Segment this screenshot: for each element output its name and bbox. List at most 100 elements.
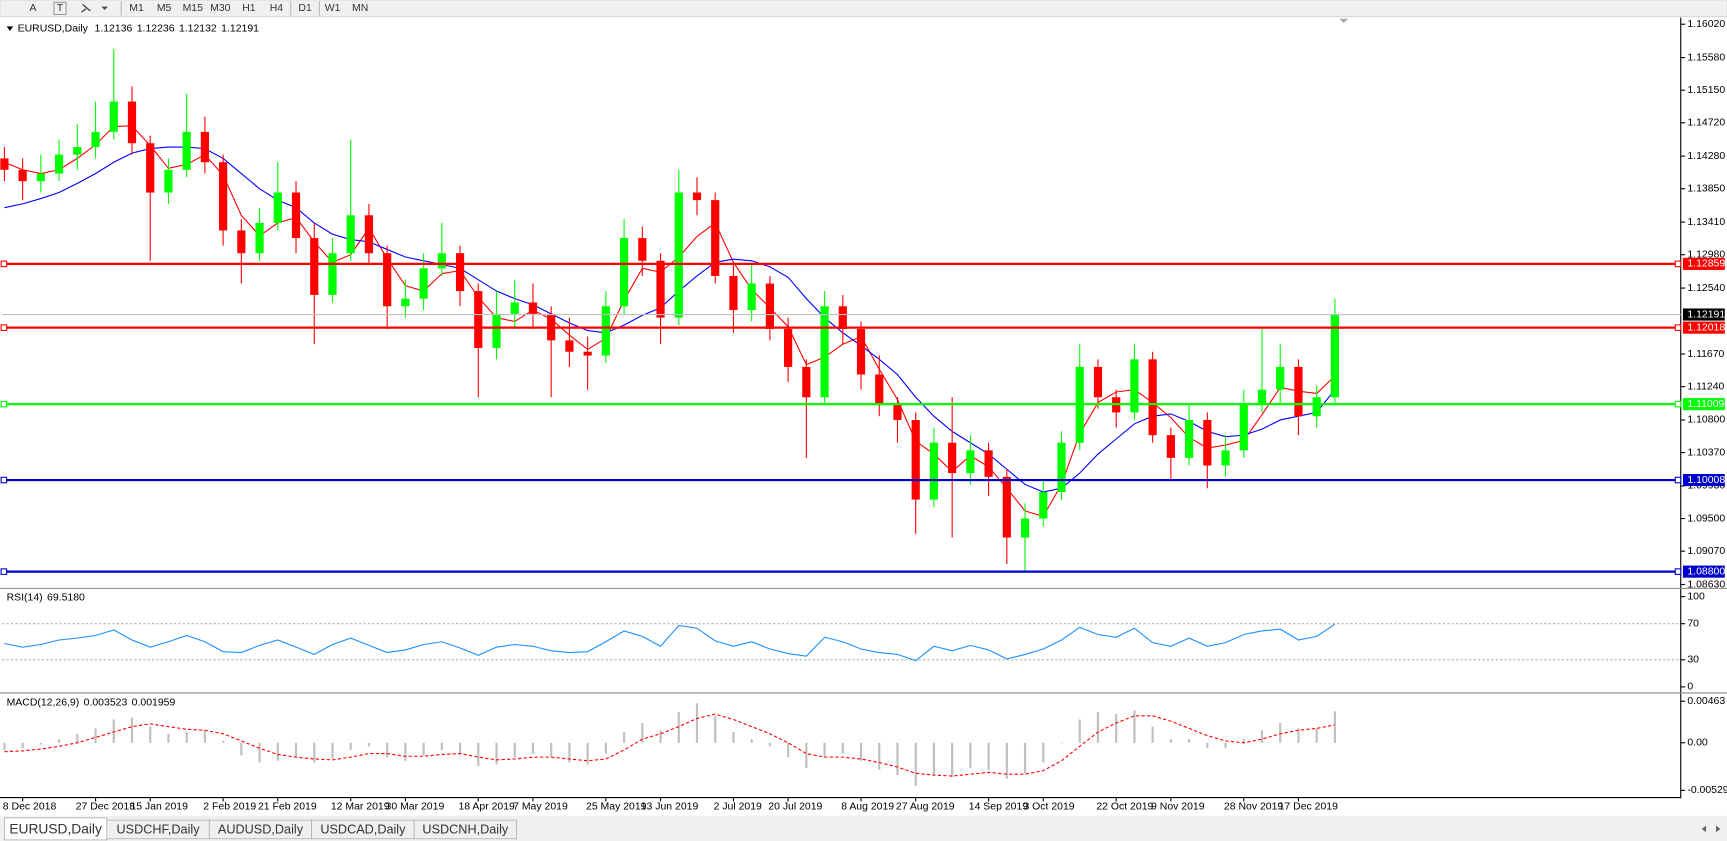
macd-histogram-bar (458, 742, 462, 754)
candle-body (291, 192, 301, 239)
level-handle (1674, 324, 1682, 331)
tool-icon[interactable] (81, 3, 91, 13)
level-price-box (1682, 473, 1725, 487)
candle-body (383, 253, 392, 307)
tool-text[interactable]: A (30, 3, 37, 14)
candle-body (18, 169, 27, 182)
macd-histogram-bar (695, 703, 699, 743)
level-price-label: 1.08800 (1687, 566, 1725, 577)
macd-main-value: 0.003523 (84, 697, 128, 708)
level-handle (1674, 260, 1682, 268)
macd-histogram-bar (951, 742, 954, 777)
candle-body (638, 238, 647, 261)
candle-body (419, 268, 428, 299)
macd-histogram-bar (659, 730, 662, 743)
macd-histogram-bar (641, 723, 644, 743)
level-handle (1674, 400, 1682, 408)
candle-body (565, 340, 574, 352)
symbol-tab-label[interactable]: USDCHF,Daily (117, 822, 201, 836)
rsi-title: RSI(14) (7, 592, 43, 603)
x-tick-label: 17 Dec 2019 (1279, 802, 1338, 813)
symbol-tab-label[interactable]: AUDUSD,Daily (218, 822, 304, 836)
candle-body (127, 101, 137, 144)
macd-histogram-bar (732, 732, 735, 743)
level-price-box (1682, 565, 1725, 578)
y-tick-label: 1.16020 (1687, 19, 1725, 30)
candle-body (1166, 435, 1175, 458)
rsi-header: RSI(14) 69.5180 (7, 592, 85, 603)
level-handle (0, 476, 8, 484)
macd-histogram-bar (1115, 714, 1118, 743)
candle-body (492, 313, 501, 348)
candle-body (911, 419, 920, 500)
timeframe-button[interactable]: M15 (183, 3, 204, 14)
macd-histogram-bar (714, 715, 717, 743)
candle-body (583, 351, 592, 356)
macd-histogram-bar (57, 739, 61, 743)
candle-body (255, 222, 264, 254)
timeframe-button[interactable]: H4 (270, 3, 284, 14)
y-tick-label: 1.11240 (1687, 381, 1724, 392)
chart-window (0, 17, 1727, 816)
macd-histogram-bar (586, 742, 589, 765)
macd-histogram-bar (222, 740, 225, 743)
scroll-left[interactable] (1701, 825, 1707, 833)
symbol-tab[interactable] (413, 819, 517, 840)
y-tick-label: 1.14280 (1687, 151, 1725, 162)
level-price-box (1682, 321, 1725, 334)
macd-histogram-bar (1224, 742, 1227, 749)
symbol-tab-label[interactable]: USDCAD,Daily (320, 822, 406, 836)
y-tick-label: 0 (1687, 682, 1693, 693)
toolbar-items: A T M1 M5 M15 M30 H1 H4 D1 W1 MN (30, 1, 368, 16)
x-tick-label: 7 May 2019 (513, 802, 568, 813)
tool-dropdown[interactable] (101, 6, 108, 10)
tool-box (53, 1, 67, 15)
level-handle (0, 400, 8, 408)
macd-histogram-bar (878, 742, 881, 770)
timeframe-button[interactable]: MN (352, 3, 368, 14)
level-handle (0, 568, 8, 575)
macd-histogram-bar (1169, 739, 1172, 743)
macd-histogram-bar (1151, 726, 1154, 743)
candle-body (1093, 366, 1103, 398)
macd-histogram-bar (841, 742, 844, 754)
macd-pane: 0.00463 0.00 -0.005299 (3, 696, 1727, 796)
level-handle (1674, 476, 1682, 484)
candle-body (984, 450, 993, 477)
timeframe-button[interactable]: D1 (298, 3, 312, 14)
y-tick-label: 1.09930 (1687, 481, 1725, 492)
macd-histogram-bar (1206, 742, 1209, 749)
symbol-tab-label[interactable]: USDCNH,Daily (422, 822, 508, 836)
macd-histogram-bar (404, 742, 407, 761)
candle-body (856, 329, 866, 375)
level-price-box (1682, 398, 1725, 411)
candle-body (36, 173, 45, 182)
macd-histogram-bar (294, 742, 298, 758)
candle-body (237, 230, 246, 254)
candle-body (656, 260, 665, 318)
timeframe-button[interactable]: M1 (129, 3, 144, 14)
timeframe-button[interactable]: M30 (210, 3, 231, 14)
symbol-tab-label[interactable]: EURUSD,Daily (9, 822, 102, 837)
candle-body (164, 169, 173, 193)
macd-histogram-bar (550, 742, 553, 758)
candle-body (765, 283, 774, 330)
x-tick-label: 20 Jul 2019 (768, 802, 822, 813)
candle-body (1276, 366, 1285, 390)
macd-histogram-bar (859, 742, 863, 761)
timeframe-button[interactable]: W1 (325, 3, 341, 14)
y-tick-label: 1.09500 (1687, 513, 1725, 524)
candle-body (310, 238, 319, 295)
candle-body (1039, 492, 1048, 519)
candle-body (784, 329, 793, 367)
timeframe-button[interactable]: H1 (242, 3, 256, 14)
macd-histogram-bar (21, 742, 24, 749)
x-tick-label: 30 Mar 2019 (386, 802, 445, 813)
macd-histogram-bar (1042, 742, 1045, 763)
tool-label[interactable]: T (57, 3, 64, 14)
macd-histogram-bar (203, 730, 206, 743)
timeframe-button[interactable]: M5 (157, 3, 172, 14)
macd-histogram-bar (1297, 728, 1300, 743)
scroll-right[interactable] (1715, 825, 1721, 833)
